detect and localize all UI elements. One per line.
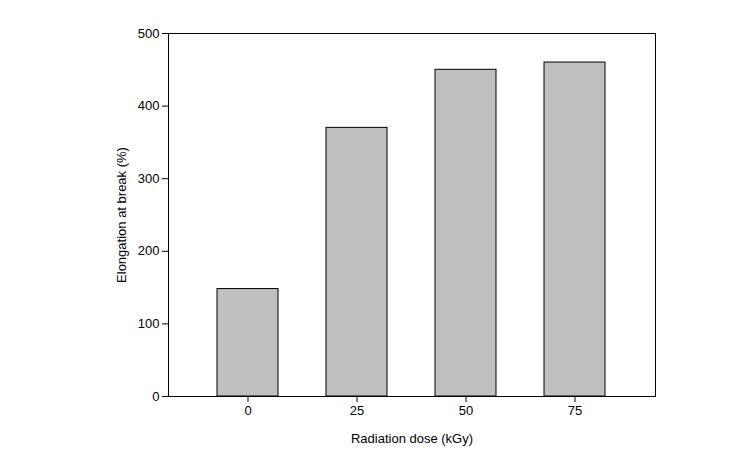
svg-text:100: 100 (138, 316, 160, 331)
svg-text:300: 300 (138, 171, 160, 186)
svg-text:400: 400 (138, 98, 160, 113)
svg-text:0: 0 (152, 389, 159, 404)
svg-text:Radiation dose (kGy): Radiation dose (kGy) (351, 431, 473, 446)
svg-text:200: 200 (138, 243, 160, 258)
svg-text:75: 75 (568, 403, 582, 418)
svg-text:0: 0 (244, 403, 251, 418)
svg-text:500: 500 (138, 26, 160, 41)
svg-text:25: 25 (350, 403, 364, 418)
svg-text:50: 50 (459, 403, 473, 418)
svg-text:Elongation at break (%): Elongation at break (%) (114, 147, 129, 283)
